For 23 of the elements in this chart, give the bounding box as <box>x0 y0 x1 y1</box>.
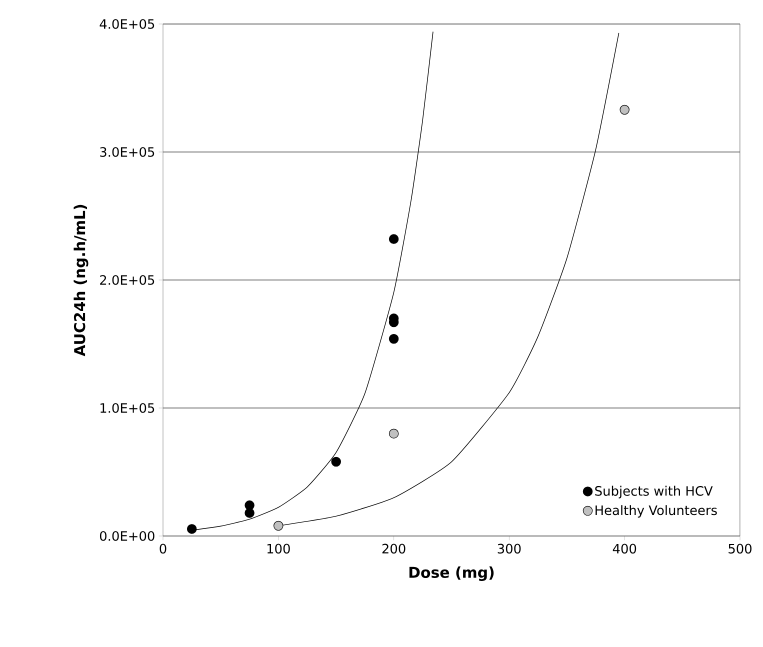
point <box>388 234 399 244</box>
y-tick-label: 2.0E+05 <box>100 275 154 285</box>
point <box>388 334 399 344</box>
x-tick-label: 400 <box>612 544 636 554</box>
y-tick-label: 1.0E+05 <box>100 403 154 413</box>
x-axis-title: Dose (mg) <box>409 566 494 581</box>
x-tick-label: 500 <box>728 544 752 554</box>
y-axis-title: AUC24h (ng.h/mL) <box>74 204 88 356</box>
point <box>244 508 254 518</box>
point <box>186 524 197 534</box>
point <box>388 428 399 438</box>
x-tick-label: 200 <box>382 544 406 554</box>
x-tick-label: 100 <box>267 544 290 554</box>
legend-label: Subjects with HCV <box>595 486 713 498</box>
y-tick-label: 3.0E+05 <box>100 147 154 157</box>
point <box>620 104 630 115</box>
y-tick-label: 0.0E+00 <box>100 531 154 541</box>
legend-label: Healthy Volunteers <box>596 505 717 518</box>
point <box>274 520 284 531</box>
y-tick-label: 4.0E+05 <box>100 19 154 29</box>
x-tick-label: 0 <box>160 544 166 554</box>
x-tick-label: 300 <box>498 544 521 554</box>
point <box>331 456 341 467</box>
